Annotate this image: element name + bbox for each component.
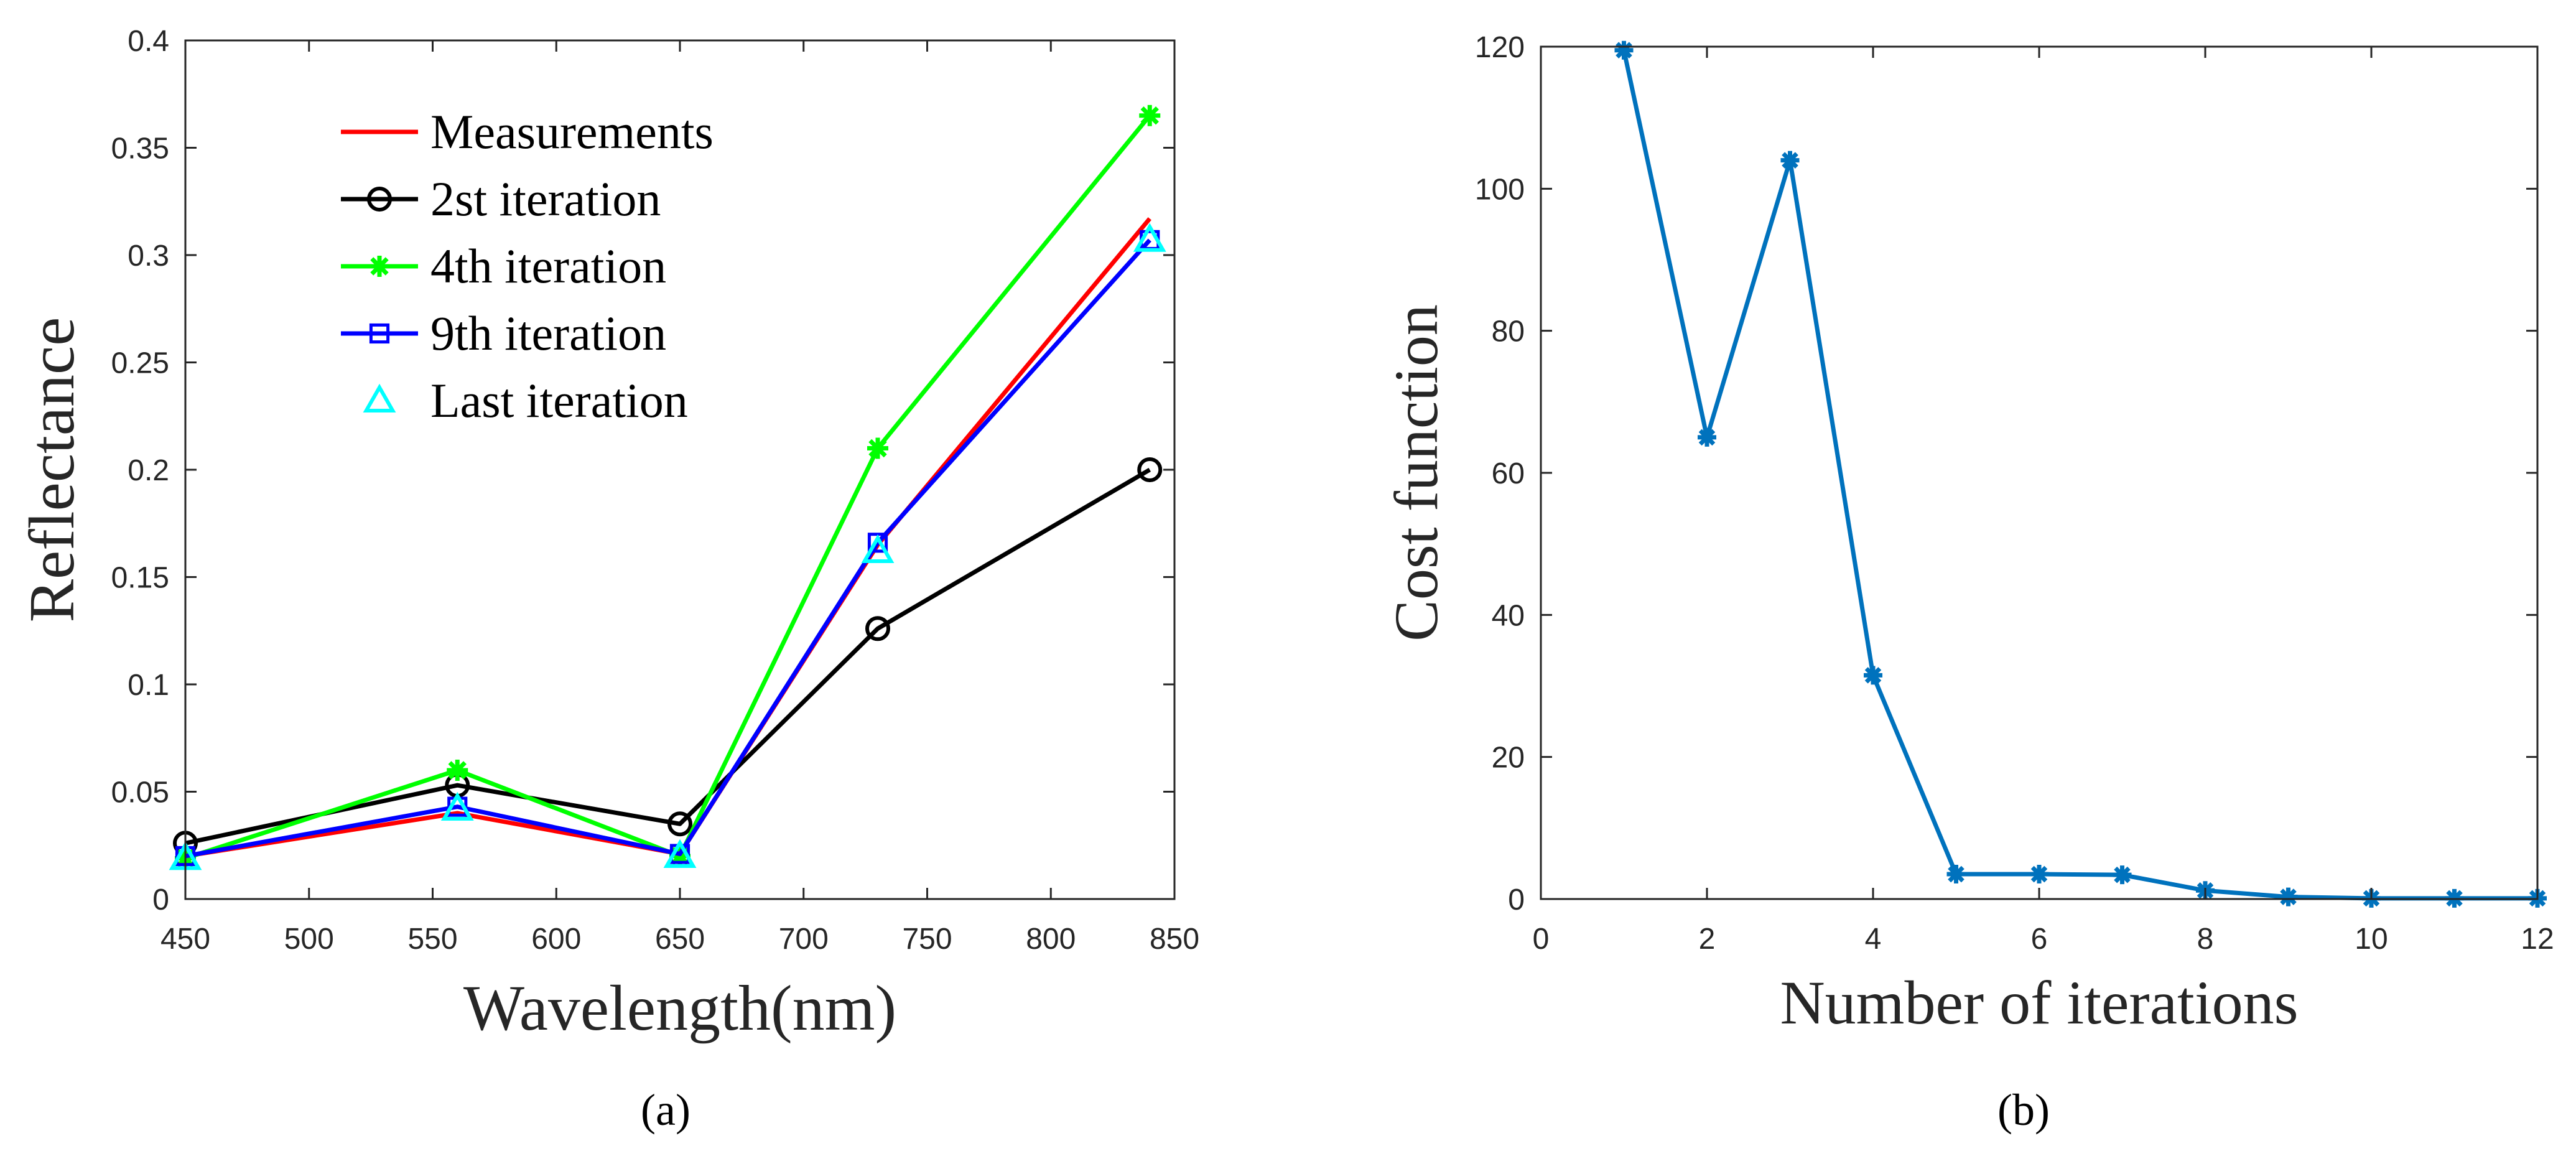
panel-a-x-tick-label: 700	[779, 923, 829, 956]
panel-b-y-tick-label: 60	[1492, 457, 1525, 490]
panel-a-series	[169, 105, 1166, 870]
panel-b-x-tick-label: 2	[1699, 923, 1716, 956]
legend-marker-4th-iteration	[369, 256, 390, 277]
panel-a-axes-box	[184, 39, 1176, 900]
panel-a-x-tick-label: 450	[160, 923, 210, 956]
legend-label-4th-iteration: 4th iteration	[430, 239, 666, 293]
panel-a-point-4th-iteration-5	[1139, 105, 1161, 126]
panel-a-y-tick-label: 0.3	[128, 240, 169, 273]
panel-a-x-axis-title: Wavelength(nm)	[463, 972, 896, 1044]
panel-b-x-tick-label: 0	[1533, 923, 1550, 956]
panel-b-point-cost-5	[1946, 865, 1966, 884]
panel-b-point-cost-3	[1780, 151, 1800, 170]
panel-a-y-axis-title: Reflectance	[16, 317, 88, 623]
legend-item-9th-iteration: 9th iteration	[341, 306, 666, 360]
panel-a-x-tick-label: 600	[531, 923, 581, 956]
legend-label-2st-iteration: 2st iteration	[430, 172, 661, 226]
panel-a-y-tick-label: 0.1	[128, 669, 169, 702]
legend-label-9th-iteration: 9th iteration	[430, 306, 666, 360]
panel-a-x-tick-label: 800	[1026, 923, 1076, 956]
panel-a-ticks: 450 500 550 600 650 700 750 800 850 0 0.05 0.1 0.15 0…	[111, 25, 1199, 956]
panel-a-point-2st-iteration-4	[865, 616, 890, 641]
panel-b-point-cost-9	[2279, 887, 2298, 906]
legend-label-last-iteration: Last iteration	[430, 373, 688, 427]
legend-item-measurements: Measurements	[341, 105, 714, 159]
panel-a-series-line-4th-iteration	[184, 114, 1151, 860]
panel-a-point-2st-iteration-5	[1137, 457, 1163, 482]
legend-marker-2st-iteration	[367, 187, 392, 212]
panel-a-point-4th-iteration-2	[447, 760, 468, 781]
panel-b-y-axis-title: Cost function	[1382, 304, 1451, 641]
panel-b-x-tick-label: 8	[2197, 923, 2214, 956]
panel-b-x-tick-label: 6	[2031, 923, 2048, 956]
panel-a-point-2st-iteration-3	[667, 811, 692, 837]
panel-a-caption: (a)	[641, 1085, 690, 1135]
panel-a-y-tick-label: 0.25	[111, 347, 169, 380]
panel-a-y-tick-label: 0.2	[128, 454, 169, 487]
panel-b-axes-box	[1540, 45, 2539, 900]
panel-a-x-tick-label: 650	[655, 923, 705, 956]
panel-b-series	[1614, 40, 2547, 908]
panel-a-x-tick-label: 500	[284, 923, 334, 956]
panel-b-x-tick-label: 12	[2521, 923, 2554, 956]
panel-b-y-tick-label: 20	[1492, 742, 1525, 775]
panel-a-x-tick-label: 550	[407, 923, 457, 956]
panel-b-point-cost-1	[1614, 40, 1634, 60]
panel-a-point-last-iteration-4	[861, 534, 895, 564]
panel-a-y-tick-label: 0.4	[128, 25, 169, 58]
panel-a-point-4th-iteration-4	[867, 437, 888, 459]
panel-a-y-tick-label: 0.15	[111, 562, 169, 595]
panel-a-series-line-measurements	[185, 217, 1151, 859]
legend-item-4th-iteration: 4th iteration	[341, 239, 666, 293]
panel-b-point-cost-6	[2030, 865, 2048, 884]
panel-b-point-cost-4	[1864, 666, 1882, 685]
panel-a-series-line-2st-iteration	[185, 467, 1151, 846]
panel-b-y-tick-label: 100	[1475, 173, 1525, 206]
panel-a-y-tick-label: 0.05	[111, 776, 169, 809]
panel-b-point-cost-2	[1698, 427, 1716, 447]
panel-b-y-tick-label: 0	[1508, 883, 1525, 916]
legend-marker-last-iteration	[363, 383, 396, 412]
panel-a-point-last-iteration-2	[440, 791, 474, 821]
panel-a-point-last-iteration-5	[1133, 223, 1166, 252]
panel-b-x-tick-label: 4	[1865, 923, 1882, 956]
legend-item-2st-iteration: 2st iteration	[341, 172, 661, 226]
legend-label-measurements: Measurements	[430, 105, 714, 159]
panel-b-x-tick-label: 10	[2355, 923, 2388, 956]
panel-b-caption: (b)	[1997, 1085, 2050, 1135]
panel-b-y-tick-label: 120	[1475, 31, 1525, 64]
panel-b-y-tick-label: 80	[1492, 315, 1525, 348]
panel-a-point-last-iteration-3	[663, 839, 697, 868]
panel-b-y-tick-label: 40	[1492, 599, 1525, 632]
panel-a-y-tick-label: 0	[152, 883, 169, 916]
panel-b-point-cost-7	[2113, 865, 2132, 885]
panel-a-x-tick-label: 750	[902, 923, 952, 956]
panel-a-y-tick-label: 0.35	[111, 133, 169, 165]
panel-a: 450 500 550 600 650 700 750 800 850 0 0.05 0.1 0.15 0…	[16, 25, 1199, 1135]
legend-item-last-iteration: Last iteration	[363, 373, 688, 427]
panel-a-series-line-9th-iteration	[185, 238, 1151, 859]
panel-b-series-line-cost	[1622, 49, 2537, 901]
panel-a-x-tick-label: 850	[1150, 923, 1199, 956]
legend-marker-9th-iteration	[369, 323, 390, 344]
panel-a-legend: Measurements 2st iteration 4th iteration 9t…	[341, 105, 714, 427]
panel-b-x-axis-title: Number of iterations	[1780, 968, 2298, 1037]
panel-a-point-9th-iteration-4	[867, 533, 888, 553]
